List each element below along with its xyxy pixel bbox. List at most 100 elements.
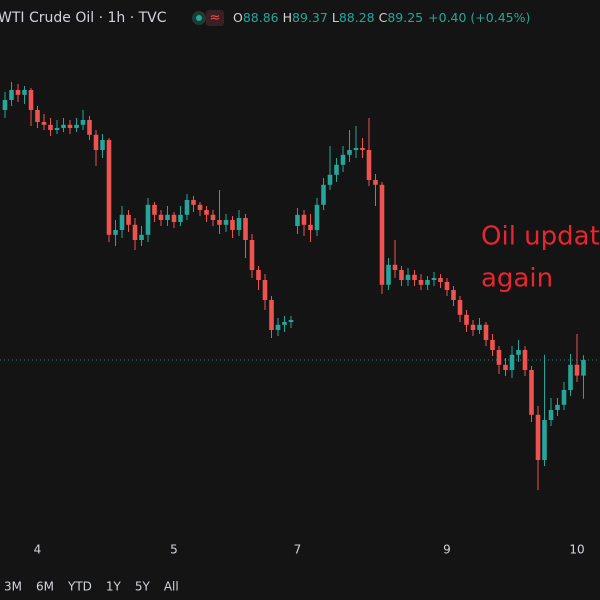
range-button[interactable]: YTD [67,580,92,594]
ohlc-key: C [379,10,388,25]
candle-body [392,264,398,270]
candle-body [574,364,580,376]
candle-body [431,278,437,280]
candle-body [48,124,53,130]
header: WTI Crude Oil · 1h · TVC ≈ O88.86 H89.37 L… [0,10,530,26]
candle-body [28,90,34,110]
ohlc-line: O88.86 H89.37 L88.28 C89.25 +0.40 (+0.45%) [233,10,530,25]
candle-body [334,164,339,175]
ohlc-key: H [283,10,292,25]
candle-body [2,100,8,110]
candle-body [269,300,274,330]
candle-body [275,324,281,330]
status-icon [196,15,202,21]
candle-body [230,220,235,230]
candle-body [35,110,40,122]
candle-body [41,122,47,125]
symbol: WTI Crude Oil · 1h · TVC [0,10,167,26]
range-button[interactable]: 5Y [135,580,151,594]
indicator-icon [206,10,224,26]
candle-body [444,282,450,290]
range-button[interactable]: 6M [36,580,54,594]
candle-body [399,270,404,280]
candle-body [158,214,164,220]
ohlc-value: 88.86 [243,10,279,25]
candle-body [243,218,248,240]
candle-body [360,148,365,150]
ohlc-values: O88.86 H89.37 L88.28 C89.25 +0.40 (+0.45%) [233,10,530,25]
candle-body [126,214,131,225]
candle-body [223,220,229,225]
range-toolbar: 3M 6M YTD 1Y 5Y All [4,580,179,594]
candle-body [295,214,300,226]
range-button[interactable]: All [164,580,179,594]
candle-body [262,280,268,300]
candle-body [366,150,372,180]
candle-body [15,90,21,95]
indicator-glyph: ≈ [210,11,221,26]
candle-body [74,124,79,128]
candle-body [581,360,586,376]
candle-body [87,120,92,135]
candle-body [490,340,495,350]
x-tick-label: 7 [294,543,302,557]
candle-body [548,410,554,420]
candle-body [327,174,333,185]
candle-body [496,350,502,365]
candle-body [509,354,515,370]
candle-body [379,184,385,285]
candle-body [353,148,359,150]
candle-body [477,324,482,330]
x-tick-label: 4 [34,543,42,557]
candle-body [119,214,125,230]
candle-body [210,214,216,220]
candle-body [568,364,573,390]
range-button[interactable]: 1Y [106,580,122,594]
candle-body [152,204,157,215]
candle-body [61,124,66,128]
candle-body [113,230,118,235]
ohlc-key: L [332,10,339,25]
candle-body [9,90,14,100]
candle-body [561,390,567,405]
candle-body [321,184,326,205]
candle-body [470,324,476,330]
candle-body [542,420,547,460]
candle-body [308,224,313,230]
candle-body [457,300,463,315]
range-button[interactable]: 3M [4,580,22,594]
candle-body [301,214,307,225]
candle-body [236,218,242,230]
candle-body [67,124,73,128]
candle-body [386,264,391,285]
x-tick-label: 9 [443,543,451,557]
plot-area: Oil update again [0,82,600,490]
candle-body [256,270,261,280]
candle-body [80,120,86,125]
ohlc-key: O [233,10,243,25]
candle-body [373,180,378,185]
candle-body [165,214,170,220]
ohlc-value: 89.37 [292,10,328,25]
candle-body [217,220,222,225]
candle-body [100,140,105,150]
candle-body [191,200,196,205]
candle-body [22,90,27,95]
candle-body [314,204,320,230]
ohlc-value: 88.28 [339,10,375,25]
candle-body [106,140,112,235]
candle-body [249,240,255,270]
candle-body [483,324,489,340]
candle-body [516,350,521,355]
candle-body [340,154,346,165]
x-axis: 4 5 7 9 10 [34,543,585,557]
candle-body [347,150,352,155]
candle-body [132,224,138,240]
candle-body [288,320,294,322]
candle-body [171,214,177,222]
candle-body [529,370,534,415]
candle-body [418,280,424,285]
candle-body [145,204,151,235]
candle-body [184,200,190,215]
x-tick-label: 10 [569,543,584,557]
